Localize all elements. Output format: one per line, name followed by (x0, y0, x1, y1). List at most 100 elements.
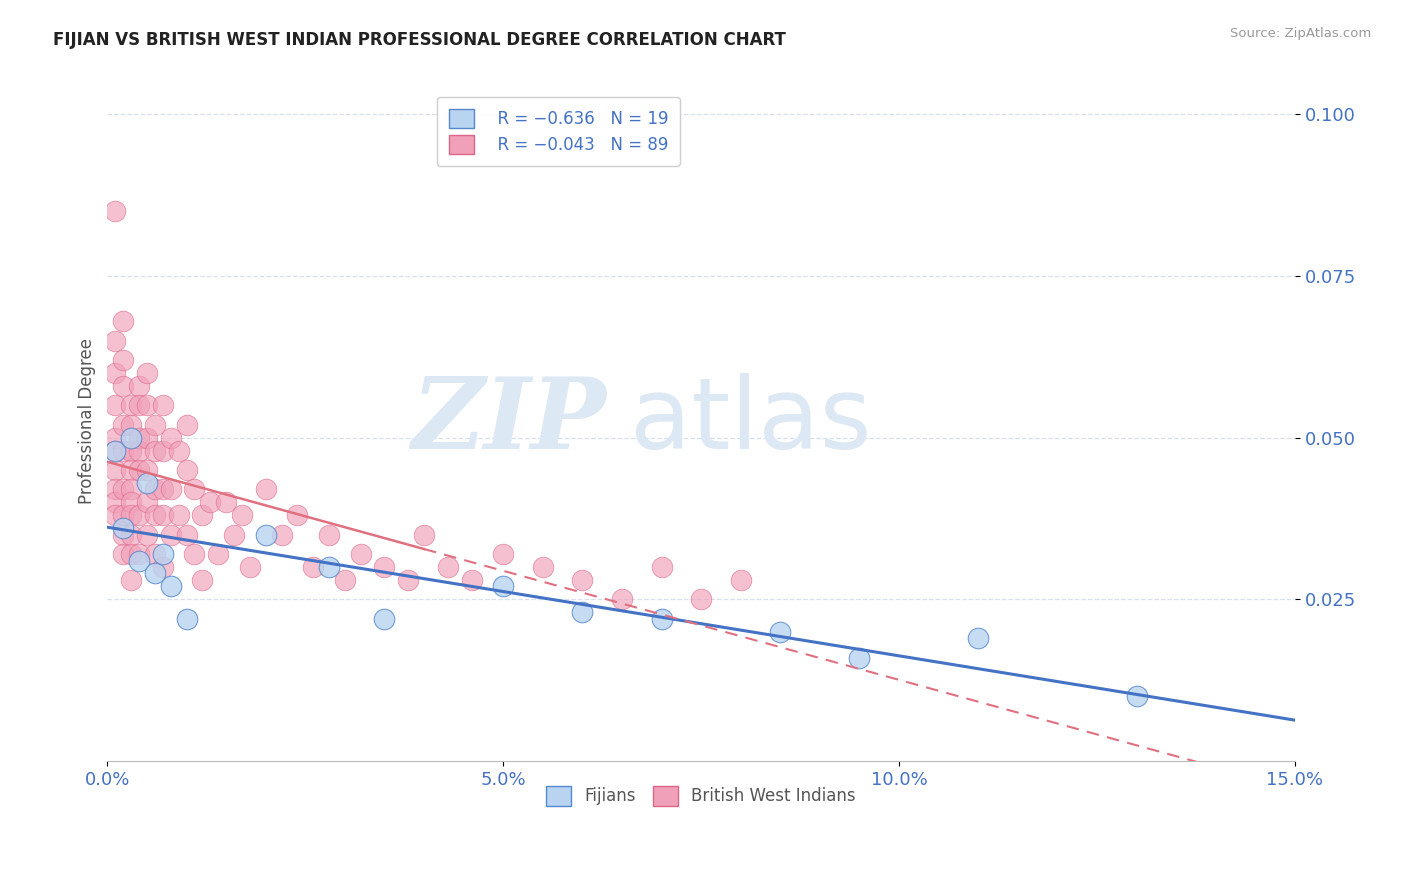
Point (120, 443, 142, 458)
Point (967, 631, 990, 645)
Point (152, 443, 174, 458)
Point (651, 560, 673, 574)
Point (128, 431, 150, 445)
Point (136, 495, 159, 509)
Point (112, 527, 135, 541)
Point (120, 527, 142, 541)
Point (176, 417, 198, 432)
Point (104, 366, 127, 380)
Point (183, 483, 205, 497)
Point (176, 527, 198, 541)
Point (460, 573, 482, 587)
Point (120, 398, 142, 412)
Point (302, 560, 325, 574)
Point (207, 547, 229, 561)
Point (152, 398, 174, 412)
Point (254, 483, 277, 497)
Point (136, 431, 159, 445)
Text: Source: ZipAtlas.com: Source: ZipAtlas.com (1230, 27, 1371, 40)
Point (492, 547, 515, 561)
Point (610, 592, 633, 607)
Point (143, 483, 166, 497)
Point (120, 495, 142, 509)
Point (104, 334, 127, 348)
Point (104, 508, 127, 523)
Text: ZIP: ZIP (411, 373, 606, 470)
Point (333, 573, 356, 587)
Point (128, 443, 150, 458)
Point (120, 508, 142, 523)
Point (152, 508, 174, 523)
Text: FIJIAN VS BRITISH WEST INDIAN PROFESSIONAL DEGREE CORRELATION CHART: FIJIAN VS BRITISH WEST INDIAN PROFESSION… (53, 31, 786, 49)
Point (104, 463, 127, 477)
Point (128, 398, 150, 412)
Point (112, 521, 135, 535)
Point (152, 547, 174, 561)
Point (128, 379, 150, 393)
Point (318, 560, 340, 574)
Point (651, 612, 673, 626)
Point (136, 398, 159, 412)
Point (690, 592, 713, 607)
Point (112, 443, 135, 458)
Point (571, 605, 593, 619)
Point (200, 495, 222, 509)
Point (350, 547, 373, 561)
Point (191, 573, 214, 587)
Point (128, 508, 150, 523)
Point (167, 508, 190, 523)
Point (848, 650, 870, 665)
Point (104, 483, 127, 497)
Point (396, 573, 419, 587)
Point (571, 573, 593, 587)
Point (167, 443, 190, 458)
Point (143, 443, 166, 458)
Point (318, 527, 340, 541)
Point (191, 508, 214, 523)
Point (730, 573, 752, 587)
Point (373, 560, 395, 574)
Point (128, 547, 150, 561)
Point (159, 579, 181, 593)
Point (112, 353, 135, 368)
Point (152, 560, 174, 574)
Point (222, 527, 245, 541)
Point (120, 483, 142, 497)
Point (104, 443, 127, 458)
Point (143, 508, 166, 523)
Point (159, 431, 181, 445)
Point (104, 204, 127, 219)
Point (373, 612, 395, 626)
Point (112, 314, 135, 328)
Legend: Fijians, British West Indians: Fijians, British West Indians (538, 778, 865, 814)
Point (120, 417, 142, 432)
Point (176, 612, 198, 626)
Point (128, 463, 150, 477)
Point (531, 560, 554, 574)
Point (136, 366, 159, 380)
Point (112, 379, 135, 393)
Point (215, 495, 238, 509)
Point (112, 483, 135, 497)
Point (120, 573, 142, 587)
Point (104, 495, 127, 509)
Y-axis label: Professional Degree: Professional Degree (79, 338, 96, 505)
Point (143, 547, 166, 561)
Point (120, 463, 142, 477)
Point (143, 566, 166, 581)
Point (413, 527, 436, 541)
Point (136, 527, 159, 541)
Point (287, 508, 309, 523)
Point (176, 463, 198, 477)
Point (112, 508, 135, 523)
Point (104, 443, 127, 458)
Point (136, 475, 159, 490)
Point (152, 483, 174, 497)
Point (769, 624, 792, 639)
Point (104, 431, 127, 445)
Point (183, 547, 205, 561)
Point (231, 508, 253, 523)
Point (254, 527, 277, 541)
Point (492, 579, 515, 593)
Point (159, 527, 181, 541)
